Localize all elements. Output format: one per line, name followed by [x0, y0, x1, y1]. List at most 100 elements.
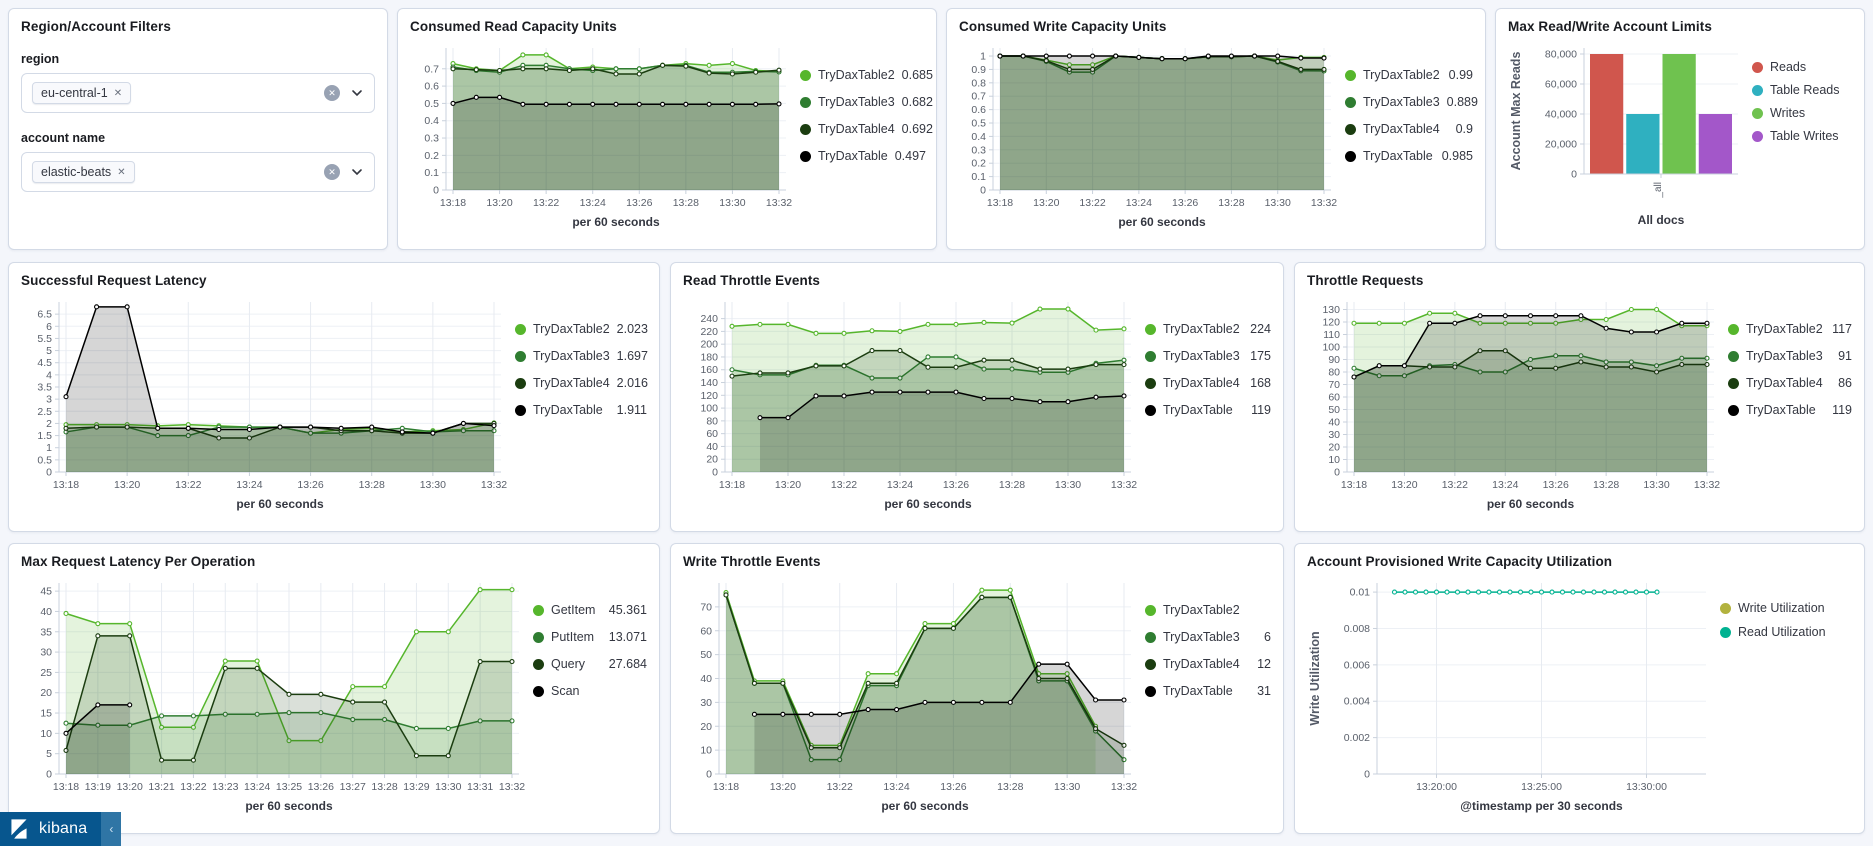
legend-label: TryDaxTable	[533, 403, 603, 417]
legend-item[interactable]: Query 27.684	[533, 657, 647, 671]
legend-item[interactable]: TryDaxTable 31	[1145, 684, 1271, 698]
legend-value: 175	[1250, 349, 1271, 363]
svg-text:13:23: 13:23	[212, 781, 238, 793]
legend-item[interactable]: TryDaxTable 119	[1728, 403, 1852, 417]
legend-item[interactable]: TryDaxTable4 12	[1145, 657, 1271, 671]
consumed-write-capacity-chart[interactable]: 0 0.1 0.2 0.3 0.4 0.5 0.6 0.7 0.8 0.9 1 13:18 13:20 1…	[959, 36, 1341, 236]
legend-item[interactable]: TryDaxTable 119	[1145, 403, 1271, 417]
panel-title: Region/Account Filters	[21, 19, 171, 34]
legend-item[interactable]: Table Reads	[1752, 83, 1852, 97]
legend-item[interactable]: TryDaxTable4 0.9	[1345, 122, 1473, 136]
svg-text:13:30: 13:30	[1265, 197, 1291, 209]
legend-item[interactable]: Scan	[533, 684, 647, 698]
svg-text:13:30: 13:30	[1054, 781, 1080, 793]
svg-text:110: 110	[1323, 329, 1340, 341]
consumed-read-capacity-chart[interactable]: 0 0.1 0.2 0.3 0.4 0.5 0.6 0.7 13:18 13:20 13:22 13:…	[410, 36, 796, 236]
legend-value: 1.697	[616, 349, 648, 363]
remove-region-icon[interactable]: ✕	[113, 87, 123, 99]
legend-item[interactable]: TryDaxTable2 2.023	[515, 322, 648, 336]
legend-item[interactable]: Reads	[1752, 60, 1852, 74]
svg-text:0: 0	[1334, 467, 1340, 479]
panel-consumed-write-capacity: Consumed Write Capacity Units 0 0.1 0.2 0.3…	[946, 8, 1486, 250]
legend-item[interactable]: TryDaxTable2 0.99	[1345, 68, 1473, 82]
read-throttle-events-chart[interactable]: 0 20 40 60 80 100 120 140 160 180 200 220 240 13:18 13…	[683, 290, 1141, 518]
svg-text:13:30: 13:30	[719, 197, 745, 209]
clear-account-button[interactable]: ✕	[324, 164, 340, 180]
legend-item[interactable]: TryDaxTable3 0.889	[1345, 95, 1478, 109]
legend-item[interactable]: Write Utilization	[1720, 601, 1852, 615]
svg-text:13:18: 13:18	[719, 479, 745, 491]
panel-title: Consumed Read Capacity Units	[410, 19, 617, 34]
legend-item[interactable]: TryDaxTable2 224	[1145, 322, 1271, 336]
legend-item[interactable]: Table Writes	[1752, 129, 1852, 143]
legend-item[interactable]: TryDaxTable2 117	[1728, 322, 1852, 336]
svg-text:0.7: 0.7	[971, 91, 986, 103]
legend-item[interactable]: TryDaxTable4 168	[1145, 376, 1271, 390]
consumed-read-capacity-legend: TryDaxTable2 0.685 TryDaxTable3 0.682 TryDax…	[796, 36, 933, 236]
legend-item[interactable]: Read Utilization	[1720, 625, 1852, 639]
legend-item[interactable]: TryDaxTable3 0.682	[800, 95, 933, 109]
collapse-nav-button[interactable]: ‹	[101, 812, 122, 846]
legend-item[interactable]: TryDaxTable4 0.692	[800, 122, 933, 136]
legend-item[interactable]: TryDaxTable 0.985	[1345, 149, 1473, 163]
svg-text:13:28: 13:28	[997, 781, 1023, 793]
svg-text:2.5: 2.5	[37, 406, 52, 418]
legend-swatch	[1145, 377, 1156, 389]
legend-value: 0.685	[901, 68, 933, 82]
svg-text:140: 140	[700, 377, 718, 389]
legend-item[interactable]: PutItem 13.071	[533, 630, 647, 644]
legend-item[interactable]: TryDaxTable2 0.685	[800, 68, 933, 82]
max-request-latency-chart[interactable]: 0 5 10 15 20 25 30 35 40 45 13:18 13:19 13:20 13:21 13…	[21, 571, 529, 820]
write-throttle-events-chart[interactable]: 0 10 20 30 40 50 60 70 13:18 13:20 13:22 13:24 13:26…	[683, 571, 1141, 820]
remove-account-icon[interactable]: ✕	[117, 166, 126, 178]
legend-value: 31	[1257, 684, 1271, 698]
svg-text:0: 0	[980, 185, 986, 197]
region-selected-pill[interactable]: eu-central-1 ✕	[32, 82, 132, 104]
svg-text:13:28: 13:28	[359, 479, 385, 491]
account-combobox[interactable]: elastic-beats ✕ ✕	[21, 152, 375, 192]
legend-item[interactable]: GetItem 45.361	[533, 603, 647, 617]
max-account-limits-chart[interactable]: 0 20,000 40,000 60,000 80,000 _all All docs Acc…	[1508, 36, 1748, 236]
chevron-down-icon[interactable]	[350, 86, 364, 100]
svg-text:per 60 seconds: per 60 seconds	[1487, 497, 1575, 511]
svg-text:13:18: 13:18	[440, 197, 466, 209]
kibana-home-button[interactable]: kibana	[0, 812, 102, 846]
successful-request-latency-chart[interactable]: 0 0.5 1 1.5 2 2.5 3 3.5 4 4.5 5 5.5 6 6.5 13:18 13:20 13…	[21, 290, 511, 518]
legend-item[interactable]: TryDaxTable2	[1145, 603, 1271, 617]
legend-item[interactable]: TryDaxTable3 175	[1145, 349, 1271, 363]
svg-text:6: 6	[46, 321, 52, 333]
legend-item[interactable]: TryDaxTable4 86	[1728, 376, 1852, 390]
svg-text:100: 100	[1322, 342, 1340, 354]
write-capacity-utilization-chart[interactable]: 0 0.002 0.004 0.006 0.008 0.01 13:20:00 13:25:0…	[1307, 571, 1716, 820]
legend-item[interactable]: TryDaxTable 1.911	[515, 403, 647, 417]
legend-label: Table Writes	[1770, 129, 1839, 143]
svg-text:40: 40	[40, 606, 52, 618]
legend-value: 0.985	[1441, 149, 1473, 163]
legend-item[interactable]: Writes	[1752, 106, 1852, 120]
legend-item[interactable]: TryDaxTable4 2.016	[515, 376, 648, 390]
account-selected-pill[interactable]: elastic-beats ✕	[32, 161, 135, 183]
legend-item[interactable]: TryDaxTable3 1.697	[515, 349, 648, 363]
legend-value: 2.016	[616, 376, 648, 390]
svg-text:0.8: 0.8	[971, 77, 986, 89]
svg-text:0.6: 0.6	[424, 81, 439, 93]
legend-item[interactable]: TryDaxTable3 6	[1145, 630, 1271, 644]
chevron-down-icon[interactable]	[350, 165, 364, 179]
legend-item[interactable]: TryDaxTable 0.497	[800, 149, 926, 163]
svg-text:per 60 seconds: per 60 seconds	[1118, 215, 1206, 229]
region-filter-label: region	[21, 52, 60, 66]
region-combobox[interactable]: eu-central-1 ✕ ✕	[21, 73, 375, 113]
legend-label: TryDaxTable2	[1746, 322, 1823, 336]
legend-label: GetItem	[551, 603, 596, 617]
svg-text:13:32: 13:32	[1694, 479, 1720, 491]
svg-text:60,000: 60,000	[1545, 79, 1577, 91]
throttle-requests-chart[interactable]: 0 10 20 30 40 50 60 70 80 90 100 110 120 130 13:18 13:2…	[1307, 290, 1724, 518]
panel-title: Max Read/Write Account Limits	[1508, 19, 1712, 34]
legend-item[interactable]: TryDaxTable3 91	[1728, 349, 1852, 363]
svg-text:13:24: 13:24	[580, 197, 606, 209]
svg-text:13:29: 13:29	[403, 781, 429, 793]
legend-swatch	[1728, 404, 1739, 416]
svg-text:13:30:00: 13:30:00	[1626, 781, 1667, 793]
clear-region-button[interactable]: ✕	[324, 85, 340, 101]
